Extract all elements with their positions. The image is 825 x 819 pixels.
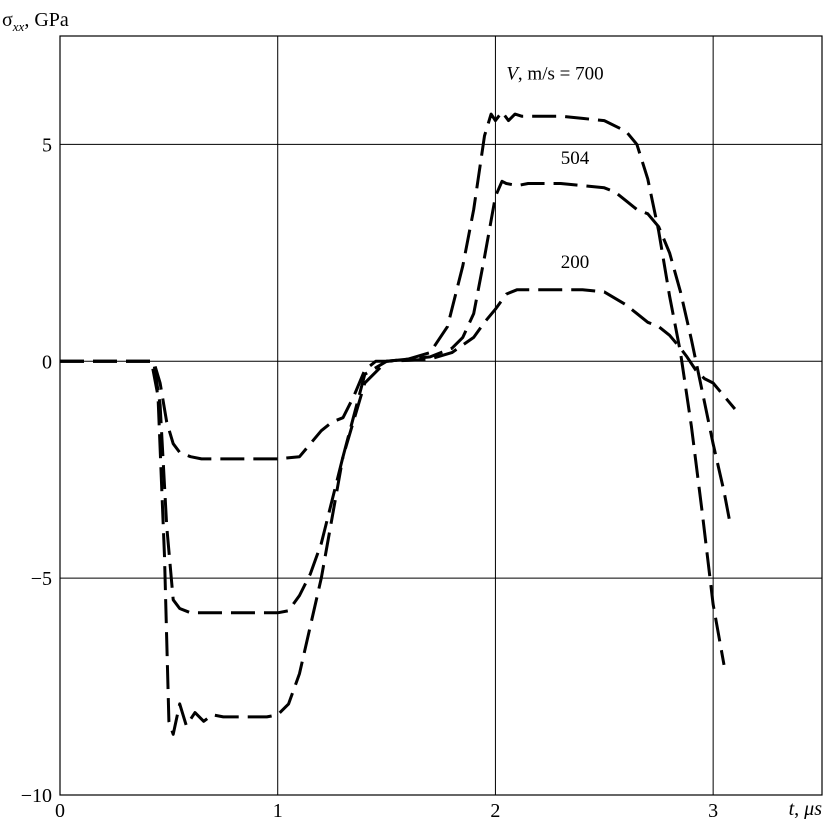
y-axis-label-symbol: σ (2, 9, 13, 31)
y-tick-label: 5 (42, 134, 52, 156)
x-tick-label: 0 (55, 800, 65, 819)
grid (60, 36, 822, 795)
x-tick-label: 3 (708, 800, 718, 819)
curve-annotation: 504 (561, 148, 590, 169)
y-axis-label-subscript: xx (12, 19, 25, 34)
curve-annotation-text: 504 (561, 148, 590, 169)
curve-annotation-symbol: V (506, 63, 520, 84)
series-line-504 (60, 179, 733, 615)
x-axis-label-unit: μs (803, 798, 822, 819)
x-tick-label: 1 (273, 800, 283, 819)
y-tick-label: −10 (21, 785, 52, 807)
plot-frame (59, 35, 823, 796)
x-axis-label-sep: , (794, 798, 804, 819)
x-axis-label-var: t (789, 798, 795, 819)
series-group (60, 110, 737, 736)
x-tick-labels: 0 1 2 3 (55, 800, 718, 819)
y-tick-labels: 5 0 −5 −10 (21, 134, 52, 807)
curve-annotations: V, m/s = 700 504 200 (506, 63, 603, 273)
curve-annotation-text: 200 (561, 252, 590, 273)
x-tick-label: 2 (490, 800, 500, 819)
y-axis-label: σxx, GPa (2, 9, 69, 34)
curve-annotation-text: , m/s = 700 (518, 63, 604, 84)
y-axis-label-unit: , GPa (24, 9, 69, 31)
y-tick-label: 0 (42, 351, 52, 373)
series-line-700 (60, 110, 726, 736)
y-tick-label: −5 (31, 568, 52, 590)
x-axis-label: t, μs (789, 798, 823, 819)
series-line-200 (60, 288, 737, 461)
curve-annotation: 200 (561, 252, 590, 273)
curve-annotation: V, m/s = 700 (506, 63, 603, 84)
